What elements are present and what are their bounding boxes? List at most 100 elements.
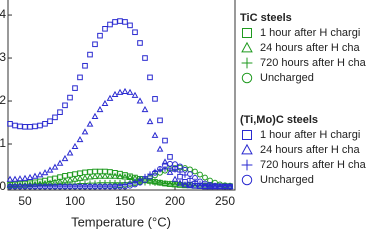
data-point [172, 167, 178, 173]
data-point [22, 124, 28, 130]
data-point [111, 172, 119, 179]
data-point [192, 168, 198, 175]
data-point [147, 74, 153, 81]
y-tick-label: 0 [0, 179, 6, 193]
data-point [132, 29, 138, 36]
data-point [152, 180, 158, 186]
data-point [47, 118, 53, 125]
data-point [111, 90, 119, 98]
legend-label: 720 hours after H cha [260, 57, 367, 69]
data-point [197, 178, 203, 185]
data-point [137, 40, 143, 46]
legend-marker [241, 57, 253, 69]
data-point [26, 173, 34, 180]
data-point [12, 122, 18, 129]
data-point [61, 154, 69, 162]
data-point [136, 97, 144, 104]
data-point [42, 121, 48, 127]
data-point [162, 162, 168, 169]
y-tick-label: 4 [0, 7, 6, 21]
data-point [141, 105, 149, 113]
data-point [112, 19, 118, 25]
data-point [87, 51, 93, 58]
data-point [132, 181, 138, 188]
data-point [96, 105, 104, 113]
data-point [167, 166, 173, 172]
legend-label: Uncharged [260, 174, 314, 186]
data-point [37, 122, 43, 129]
data-point [82, 169, 88, 176]
data-point [31, 172, 39, 179]
data-point [81, 128, 89, 135]
data-point [97, 32, 103, 39]
data-point [32, 123, 38, 130]
data-point [91, 112, 99, 119]
data-point [81, 174, 89, 181]
x-tick-label: 100 [65, 194, 85, 208]
data-point [201, 182, 209, 190]
data-point [206, 182, 214, 190]
data-point [71, 175, 79, 182]
data-point [101, 99, 109, 107]
data-point [121, 173, 129, 180]
data-point [86, 173, 94, 180]
legend-marker [241, 143, 253, 155]
data-point [167, 154, 173, 160]
data-point [6, 175, 14, 182]
data-point [162, 166, 168, 172]
data-point [196, 182, 204, 189]
data-point [66, 149, 74, 156]
data-point [76, 136, 84, 143]
data-point [177, 163, 183, 170]
data-point [187, 166, 193, 173]
legend-label: Uncharged [260, 72, 314, 84]
data-point [77, 74, 83, 81]
data-point [172, 181, 178, 187]
data-point [166, 180, 174, 187]
data-point [167, 160, 173, 167]
data-point [172, 161, 178, 168]
data-point [117, 18, 123, 24]
data-point [147, 173, 153, 180]
data-point [142, 173, 148, 180]
data-point [126, 173, 134, 180]
x-tick-label: 50 [18, 194, 32, 208]
data-point [192, 175, 198, 181]
data-point [146, 117, 154, 125]
data-point [202, 174, 208, 181]
data-point [152, 169, 158, 176]
legend-label: 24 hours after H cha [260, 144, 361, 156]
data-point [187, 171, 193, 178]
data-point [142, 177, 148, 184]
data-point [57, 109, 63, 115]
data-point [96, 172, 104, 179]
x-tick-label: 250 [215, 194, 235, 208]
data-point [166, 168, 174, 175]
data-point [177, 169, 183, 175]
data-point [101, 172, 109, 179]
data-point [142, 55, 148, 61]
data-point [106, 94, 114, 101]
data-point [197, 171, 203, 178]
y-tick-label: 3 [0, 50, 6, 64]
plot-frame [7, 0, 236, 191]
data-point [167, 180, 173, 187]
data-point [106, 172, 114, 179]
data-point [162, 137, 168, 144]
data-point [137, 176, 143, 183]
legend-marker [241, 72, 253, 84]
data-point [182, 166, 188, 173]
data-point [132, 178, 138, 185]
data-point [227, 183, 233, 190]
data-point [72, 85, 78, 91]
data-point [86, 120, 94, 127]
data-point [62, 102, 68, 109]
data-point [192, 178, 198, 185]
data-point [102, 26, 108, 32]
data-point [82, 62, 88, 69]
x-axis-label: Temperature (°C) [71, 214, 171, 229]
data-point [116, 88, 124, 95]
x-tick-label: 150 [115, 194, 135, 208]
